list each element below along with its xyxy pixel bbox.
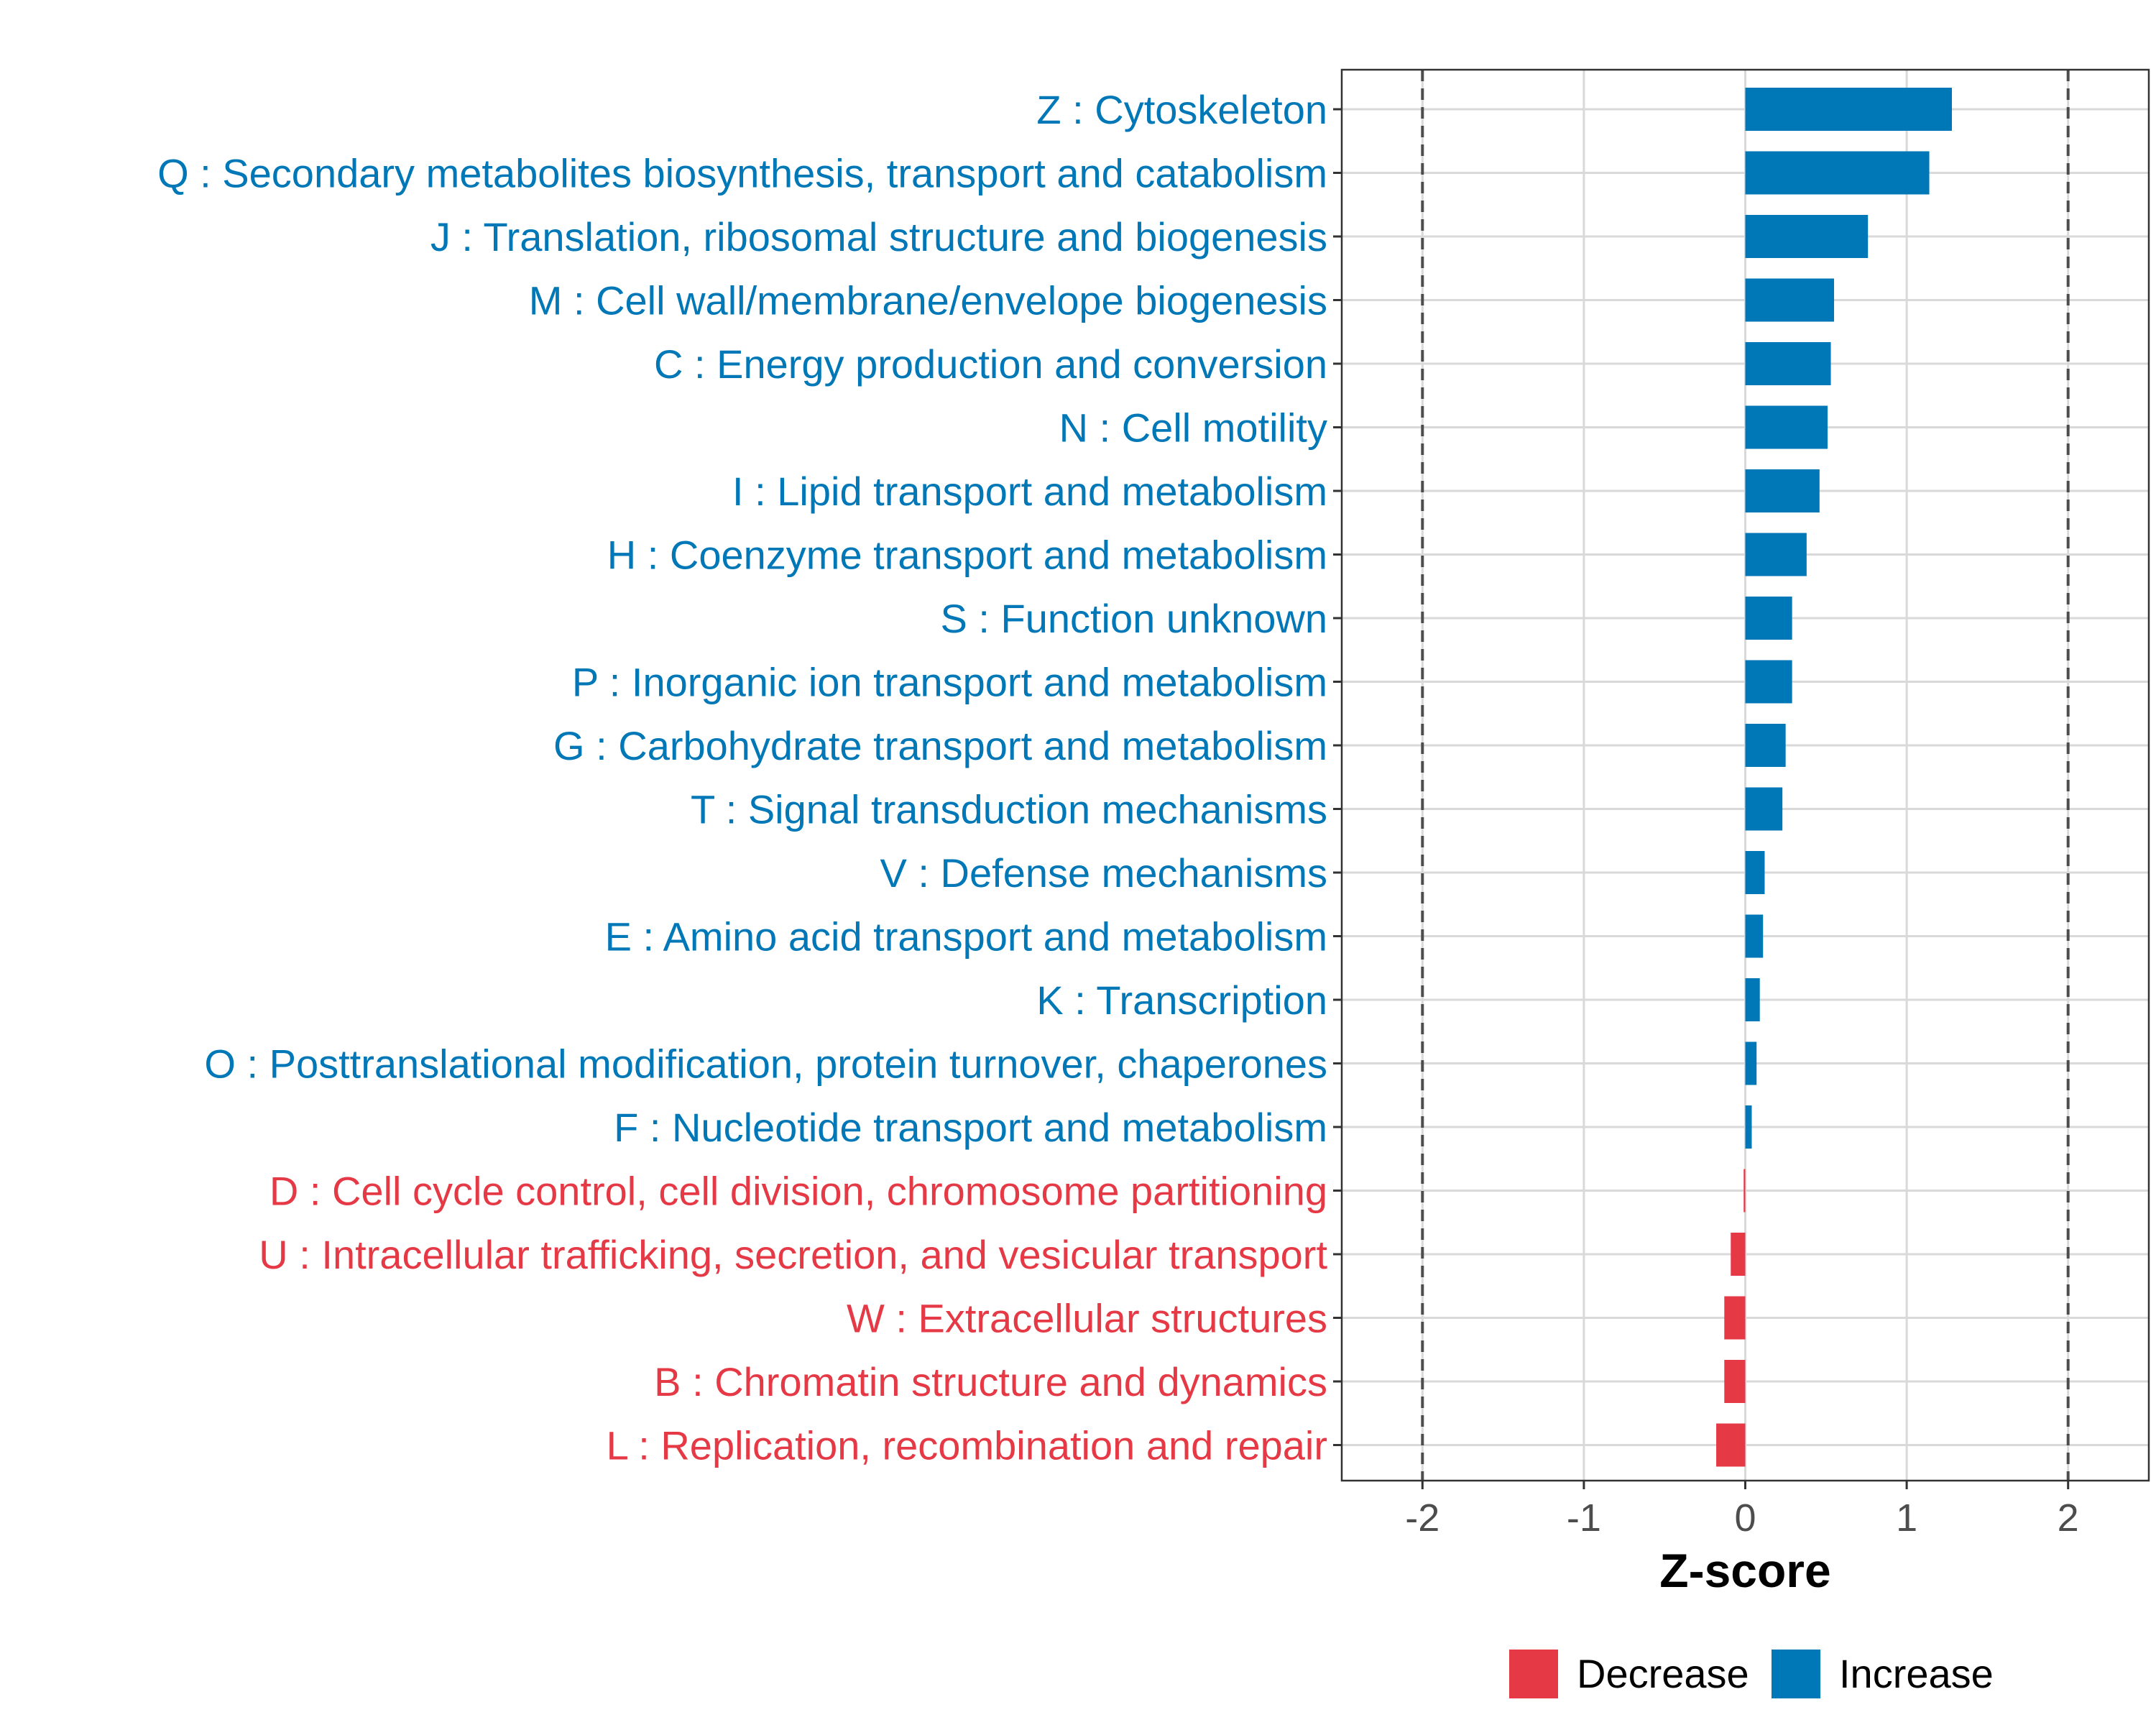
- bar: [1745, 215, 1869, 258]
- category-label: D : Cell cycle control, cell division, c…: [270, 1169, 1327, 1214]
- bar: [1745, 597, 1792, 640]
- x-tick-label: 1: [1896, 1496, 1917, 1540]
- bar: [1745, 278, 1835, 322]
- bar: [1745, 978, 1760, 1021]
- bar: [1745, 1105, 1752, 1149]
- bar: [1745, 151, 1930, 195]
- legend-label: Decrease: [1577, 1651, 1749, 1696]
- category-label: N : Cell motility: [1059, 405, 1327, 451]
- bar: [1745, 342, 1831, 385]
- category-label: J : Translation, ribosomal structure and…: [430, 214, 1327, 259]
- category-label: B : Chromatin structure and dynamics: [654, 1359, 1327, 1404]
- bar: [1745, 469, 1820, 512]
- legend-label: Increase: [1839, 1651, 1994, 1696]
- bar: [1745, 405, 1828, 449]
- bar: [1745, 1041, 1757, 1085]
- bar: [1724, 1360, 1746, 1403]
- category-label: L : Replication, recombination and repai…: [607, 1423, 1327, 1468]
- bar: [1716, 1423, 1746, 1467]
- bar: [1745, 914, 1764, 958]
- x-axis-title: Z-score: [1659, 1544, 1830, 1597]
- legend-swatch: [1509, 1650, 1558, 1698]
- category-label: Z : Cytoskeleton: [1036, 87, 1327, 132]
- bar: [1745, 787, 1783, 831]
- bar: [1743, 1169, 1746, 1213]
- x-tick-label: -1: [1567, 1496, 1601, 1540]
- category-label: K : Transcription: [1036, 978, 1327, 1023]
- category-label: I : Lipid transport and metabolism: [732, 469, 1327, 514]
- category-labels: Z : Cytoskeleton Q : Secondary metabolite…: [157, 87, 1327, 1468]
- bar: [1745, 724, 1786, 767]
- category-label: T : Signal transduction mechanisms: [691, 787, 1327, 832]
- x-tick-label: -2: [1405, 1496, 1439, 1540]
- bar: [1745, 533, 1807, 576]
- category-label: S : Function unknown: [940, 596, 1327, 641]
- category-label: F : Nucleotide transport and metabolism: [614, 1105, 1327, 1150]
- category-label: Q : Secondary metabolites biosynthesis, …: [157, 151, 1327, 196]
- bar: [1731, 1233, 1746, 1276]
- category-label: G : Carbohydrate transport and metabolis…: [553, 723, 1327, 768]
- category-label: C : Energy production and conversion: [654, 341, 1327, 387]
- category-label: M : Cell wall/membrane/envelope biogenes…: [529, 278, 1327, 323]
- legend-swatch: [1772, 1650, 1820, 1698]
- reference-lines: [1421, 70, 2070, 1481]
- category-label: P : Inorganic ion transport and metaboli…: [572, 660, 1327, 705]
- category-label: H : Coenzyme transport and metabolism: [607, 533, 1327, 578]
- category-label: W : Extracellular structures: [847, 1296, 1327, 1341]
- category-label: U : Intracellular trafficking, secretion…: [259, 1232, 1327, 1277]
- category-label: E : Amino acid transport and metabolism: [605, 914, 1327, 960]
- category-label: O : Posttranslational modification, prot…: [204, 1041, 1327, 1087]
- x-tick-label: 2: [2058, 1496, 2079, 1540]
- bars: [1716, 88, 1952, 1467]
- x-axis-ticks: -2 -1 0 1 2: [1405, 1481, 2079, 1540]
- y-axis-ticks: [1333, 108, 1342, 1446]
- legend: Decrease Increase: [1509, 1650, 1994, 1698]
- category-label: V : Defense mechanisms: [880, 850, 1327, 896]
- bar: [1745, 88, 1952, 131]
- bar: [1745, 851, 1765, 894]
- bar: [1745, 660, 1792, 704]
- x-tick-label: 0: [1734, 1496, 1756, 1540]
- bar: [1724, 1296, 1746, 1340]
